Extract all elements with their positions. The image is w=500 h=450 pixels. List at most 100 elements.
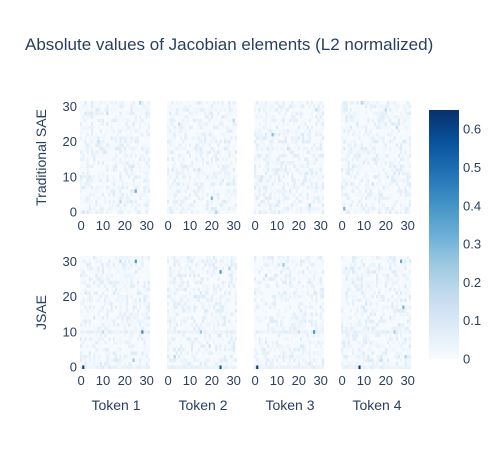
heatmap-cell [177,122,181,126]
heatmap-cell [193,101,196,105]
heatmap-cell [80,280,83,285]
heatmap-cell [295,284,298,288]
heatmap-cell [117,351,120,355]
heatmap-cell [112,157,116,162]
heatmap-cell [315,294,318,299]
heatmap-cell [367,354,370,359]
heatmap-cell [267,256,270,260]
heatmap-cell [226,153,229,158]
heatmap-cell [186,337,189,341]
heatmap-cell [141,108,144,112]
heatmap-cell [304,270,307,274]
heatmap-cell [230,337,233,341]
heatmap-cell [360,354,363,359]
heatmap-cell [362,203,366,207]
heatmap-cell [184,115,187,119]
heatmap-cell [210,196,213,200]
heatmap-cell [378,122,381,126]
heatmap-cell [315,323,318,327]
heatmap-cell [82,358,85,362]
heatmap-cell [202,164,205,169]
heatmap-cell [169,210,172,215]
heatmap-cell [365,175,368,179]
heatmap-cell [310,305,314,310]
heatmap-cell [141,192,144,197]
heatmap-cell [173,125,176,130]
heatmap-cell [264,287,268,292]
heatmap-cell [256,287,259,292]
heatmap-cell [125,273,129,278]
heatmap-cell [286,337,290,341]
heatmap-cell [358,171,361,176]
heatmap-cell [293,294,296,299]
heatmap-cell [358,199,361,204]
heatmap-cell [382,125,385,130]
heatmap-cell [110,305,113,310]
heatmap-cell [391,199,394,204]
heatmap-cell [313,132,316,137]
heatmap-cell [351,157,355,162]
heatmap-cell [286,354,290,359]
heatmap-cell [128,182,131,186]
heatmap-cell [193,263,196,267]
heatmap-cell [367,150,370,155]
heatmap-cell [136,136,140,140]
heatmap-cell [308,305,311,310]
heatmap-cell [286,143,290,147]
heatmap-cell [204,203,207,207]
heatmap-cell [378,196,381,200]
heatmap-cell [208,301,211,306]
heatmap-cell [254,294,257,299]
heatmap-cell [382,104,385,109]
heatmap-cell [84,136,87,140]
heatmap-cell [273,178,276,183]
heatmap-cell [97,185,100,190]
heatmap-cell [258,210,261,215]
heatmap-cell [147,164,151,169]
heatmap-cell [284,294,287,299]
heatmap-cell [310,150,314,155]
heatmap-cell [132,316,135,320]
heatmap-cell [173,104,176,109]
heatmap-cell [147,146,151,151]
heatmap-cell [125,340,129,345]
heatmap-cell [132,150,135,155]
heatmap-cell [275,125,279,130]
heatmap-cell [341,108,344,112]
heatmap-cell [254,365,257,370]
heatmap-cell [82,175,85,179]
heatmap-cell [304,146,307,151]
heatmap-cell [310,122,314,126]
heatmap-cell [295,111,298,116]
heatmap-cell [351,182,355,186]
heatmap-cell [360,146,363,151]
heatmap-cell [291,139,294,144]
heatmap-cell [302,259,305,264]
heatmap-cell [125,277,129,281]
heatmap-cell [202,256,205,260]
heatmap-cell [143,287,146,292]
heatmap-cell [278,273,281,278]
heatmap-cell [110,301,113,306]
heatmap-cell [317,210,320,215]
heatmap-cell [234,266,238,271]
heatmap-cell [199,132,203,137]
heatmap-cell [90,337,94,341]
heatmap-cell [397,146,401,151]
heatmap-cell [376,111,379,116]
heatmap-cell [376,361,379,366]
heatmap-cell [393,150,396,155]
heatmap-cell [184,323,187,327]
heatmap-cell [147,333,151,338]
heatmap-cell [184,196,187,200]
heatmap-cell [269,206,272,211]
heatmap-cell [145,354,148,359]
heatmap-cell [269,263,272,267]
heatmap-cell [230,136,233,140]
heatmap-cell [373,153,377,158]
heatmap-cell [402,164,405,169]
heatmap-cell [95,192,98,197]
heatmap-cell [217,287,220,292]
heatmap-cell [299,361,303,366]
heatmap-cell [234,122,238,126]
